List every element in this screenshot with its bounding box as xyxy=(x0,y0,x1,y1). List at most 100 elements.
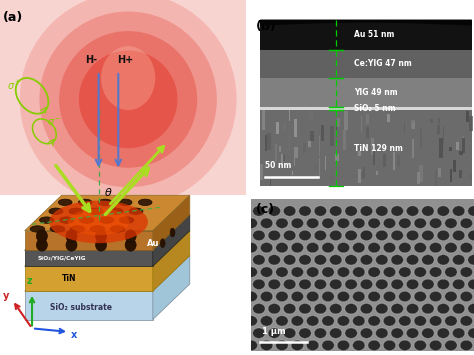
Ellipse shape xyxy=(268,328,281,338)
Ellipse shape xyxy=(78,199,92,206)
Ellipse shape xyxy=(337,291,349,302)
Polygon shape xyxy=(153,215,190,266)
Ellipse shape xyxy=(36,230,47,242)
Ellipse shape xyxy=(383,267,396,277)
Polygon shape xyxy=(349,143,352,158)
Ellipse shape xyxy=(383,316,396,326)
Ellipse shape xyxy=(353,218,365,228)
Polygon shape xyxy=(265,135,267,151)
Ellipse shape xyxy=(245,340,257,350)
Polygon shape xyxy=(358,151,361,156)
Ellipse shape xyxy=(299,279,311,289)
Polygon shape xyxy=(439,138,443,158)
Ellipse shape xyxy=(437,230,449,241)
Ellipse shape xyxy=(291,291,303,302)
Text: y: y xyxy=(3,291,9,301)
Ellipse shape xyxy=(437,304,449,314)
Text: 1 μm: 1 μm xyxy=(262,327,286,336)
Ellipse shape xyxy=(368,267,380,277)
Polygon shape xyxy=(337,118,340,127)
Ellipse shape xyxy=(468,230,474,241)
Ellipse shape xyxy=(337,242,349,253)
Text: $\sigma^+$: $\sigma^+$ xyxy=(8,79,22,92)
Polygon shape xyxy=(260,107,472,110)
Ellipse shape xyxy=(337,218,349,228)
Text: SiO₂/YIG/CeYIG: SiO₂/YIG/CeYIG xyxy=(37,256,86,261)
Polygon shape xyxy=(25,215,190,250)
Polygon shape xyxy=(310,131,314,141)
Ellipse shape xyxy=(100,217,114,223)
Polygon shape xyxy=(387,114,390,122)
Polygon shape xyxy=(308,141,311,147)
Polygon shape xyxy=(397,148,400,165)
Ellipse shape xyxy=(406,304,419,314)
Polygon shape xyxy=(25,231,153,250)
Ellipse shape xyxy=(268,230,281,241)
Polygon shape xyxy=(25,291,153,320)
Ellipse shape xyxy=(337,340,349,350)
Ellipse shape xyxy=(314,328,327,338)
Polygon shape xyxy=(283,154,285,162)
Ellipse shape xyxy=(20,0,237,207)
Text: (b): (b) xyxy=(255,20,276,33)
Ellipse shape xyxy=(453,206,465,216)
Ellipse shape xyxy=(429,316,442,326)
Ellipse shape xyxy=(283,279,296,289)
Text: Au 51 nm: Au 51 nm xyxy=(354,30,394,39)
Text: z: z xyxy=(27,276,32,286)
Polygon shape xyxy=(260,20,472,186)
Ellipse shape xyxy=(268,279,281,289)
Text: TiN 129 nm: TiN 129 nm xyxy=(354,143,402,153)
Ellipse shape xyxy=(391,304,403,314)
Ellipse shape xyxy=(39,11,217,187)
Ellipse shape xyxy=(376,279,388,289)
Polygon shape xyxy=(296,110,297,127)
Ellipse shape xyxy=(307,291,319,302)
Ellipse shape xyxy=(329,230,342,241)
Ellipse shape xyxy=(283,230,296,241)
Polygon shape xyxy=(361,116,362,132)
Polygon shape xyxy=(314,164,317,170)
Text: (c): (c) xyxy=(255,203,275,217)
Polygon shape xyxy=(449,147,453,151)
Ellipse shape xyxy=(453,328,465,338)
Polygon shape xyxy=(444,126,445,145)
Ellipse shape xyxy=(314,230,327,241)
Text: 50 nm: 50 nm xyxy=(264,160,291,169)
Ellipse shape xyxy=(445,218,457,228)
Ellipse shape xyxy=(437,206,449,216)
Text: SiO₂ substrate: SiO₂ substrate xyxy=(50,302,112,312)
Ellipse shape xyxy=(414,218,427,228)
Ellipse shape xyxy=(422,206,434,216)
Ellipse shape xyxy=(414,267,427,277)
Ellipse shape xyxy=(376,304,388,314)
Ellipse shape xyxy=(79,50,177,148)
Polygon shape xyxy=(153,256,190,320)
Ellipse shape xyxy=(260,340,273,350)
Ellipse shape xyxy=(329,304,342,314)
Polygon shape xyxy=(453,160,456,172)
Ellipse shape xyxy=(268,304,281,314)
Ellipse shape xyxy=(245,242,257,253)
Ellipse shape xyxy=(110,226,125,232)
Ellipse shape xyxy=(59,31,197,168)
Ellipse shape xyxy=(125,230,136,242)
Polygon shape xyxy=(281,154,283,166)
Polygon shape xyxy=(343,131,346,150)
Ellipse shape xyxy=(58,199,72,206)
Ellipse shape xyxy=(329,328,342,338)
Polygon shape xyxy=(270,176,271,186)
Ellipse shape xyxy=(360,328,373,338)
Polygon shape xyxy=(260,107,472,110)
Polygon shape xyxy=(438,169,440,178)
Ellipse shape xyxy=(429,242,442,253)
Polygon shape xyxy=(292,171,293,175)
Polygon shape xyxy=(251,199,474,351)
Ellipse shape xyxy=(276,291,288,302)
Ellipse shape xyxy=(422,279,434,289)
Polygon shape xyxy=(345,111,348,130)
Polygon shape xyxy=(366,127,369,138)
Polygon shape xyxy=(283,122,286,130)
Ellipse shape xyxy=(66,230,77,242)
Ellipse shape xyxy=(453,279,465,289)
